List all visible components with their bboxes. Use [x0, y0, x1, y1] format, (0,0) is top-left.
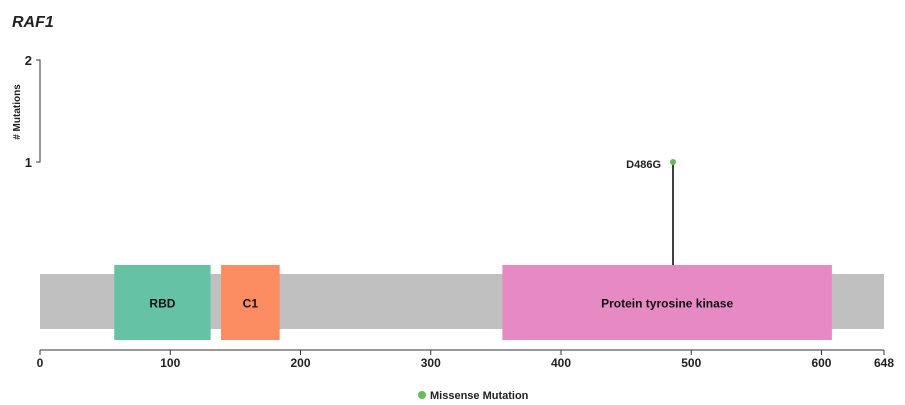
- x-tick-label: 0: [37, 356, 44, 370]
- y-axis: 12: [25, 53, 41, 170]
- domain: RBD: [114, 265, 211, 340]
- x-tick-label: 600: [811, 356, 831, 370]
- mutation-label: D486G: [626, 159, 661, 171]
- x-tick-label: 648: [874, 356, 894, 370]
- x-tick-label: 100: [160, 356, 180, 370]
- x-tick-label: 300: [421, 356, 441, 370]
- domain-box: [114, 265, 211, 340]
- y-tick-label: 2: [25, 53, 32, 68]
- x-axis: 0 100 200 300 400 500 600 648: [37, 349, 894, 370]
- chart-title: RAF1: [12, 14, 54, 31]
- mutations: D486G: [626, 159, 676, 265]
- x-tick-label: 400: [551, 356, 571, 370]
- legend-item: Missense Mutation: [418, 390, 529, 402]
- domain-box: [221, 265, 280, 340]
- x-tick-label: 200: [290, 356, 310, 370]
- domain: C1: [221, 265, 280, 340]
- mutation-head: [670, 159, 676, 165]
- domain-label: Protein tyrosine kinase: [601, 297, 733, 311]
- x-tick-label: 500: [681, 356, 701, 370]
- y-axis-label: # Mutations: [12, 84, 23, 140]
- domains: RBD C1 Protein tyrosine kinase: [114, 265, 832, 340]
- domain-box: [502, 265, 832, 340]
- mutation-lollipop: D486G: [626, 159, 676, 265]
- domain-label: C1: [243, 297, 259, 311]
- legend: Missense Mutation: [418, 390, 529, 402]
- legend-label: Missense Mutation: [430, 390, 529, 402]
- y-tick-label: 1: [25, 155, 32, 170]
- domain: Protein tyrosine kinase: [502, 265, 832, 340]
- legend-marker: [418, 391, 426, 399]
- domain-label: RBD: [149, 297, 175, 311]
- y-axis-line: [36, 59, 41, 163]
